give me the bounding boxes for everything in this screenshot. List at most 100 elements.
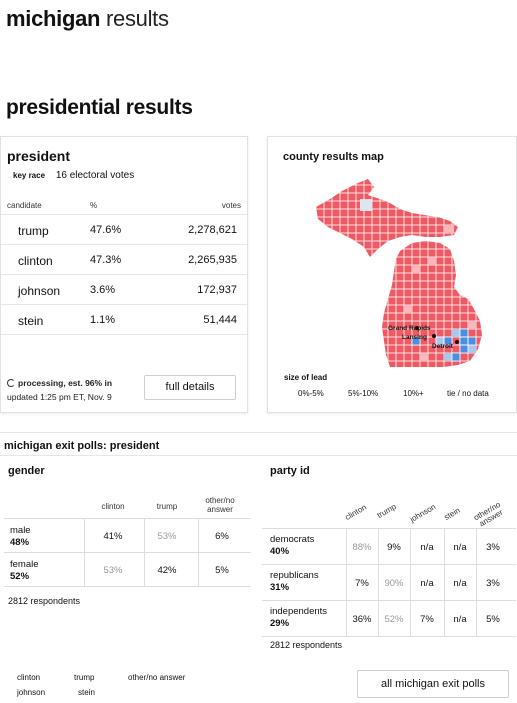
site-title-light: results bbox=[106, 6, 169, 31]
city-label: Lansing bbox=[402, 334, 427, 341]
candidate-pct: 47.6% bbox=[90, 224, 122, 236]
party-id-title: party id bbox=[270, 465, 310, 477]
detroit-marker bbox=[455, 340, 459, 344]
cell: 9% bbox=[387, 542, 401, 553]
candidate-votes: 51,444 bbox=[203, 314, 237, 326]
city-label: Detroit bbox=[432, 343, 454, 350]
key-race-tag: key race bbox=[13, 171, 46, 180]
row-label: republicans 31% bbox=[270, 570, 319, 593]
party-col-header: trump bbox=[375, 501, 398, 520]
col-candidate: candidate bbox=[7, 201, 42, 210]
candidate-row: trump 47.6% 2,278,621 bbox=[1, 214, 247, 244]
party-col-header: stein bbox=[442, 505, 462, 522]
cell: 88% bbox=[352, 542, 372, 553]
city-label: Grand Rapids bbox=[388, 325, 431, 332]
gender-respondents: 2812 respondents bbox=[8, 596, 81, 606]
president-title: president bbox=[7, 148, 71, 164]
cell: 52% bbox=[384, 614, 404, 625]
legend-item: tie / no data bbox=[447, 389, 489, 398]
cell: 53% bbox=[157, 531, 177, 542]
map-title: county results map bbox=[283, 151, 384, 163]
key-race-row: key race 16 electoral votes bbox=[13, 170, 134, 181]
gender-col-header: other/no answer bbox=[205, 496, 235, 514]
candidate-row: clinton 47.3% 2,265,935 bbox=[1, 244, 247, 274]
section-divider bbox=[0, 455, 517, 456]
table-row: republicans 31% 7% 90% n/a n/a 3% bbox=[262, 565, 516, 601]
electoral-votes: 16 electoral votes bbox=[55, 170, 135, 181]
party-col-header: clinton bbox=[343, 502, 369, 522]
gender-col-header: clinton bbox=[101, 502, 125, 511]
table-bottom-rule bbox=[1, 334, 247, 335]
cell: 6% bbox=[215, 531, 229, 542]
party-col-header: other/no answer bbox=[472, 499, 505, 529]
key-clinton: clinton bbox=[17, 673, 41, 682]
county-map-card: county results map bbox=[267, 136, 517, 413]
party-col-header: johnson bbox=[408, 502, 438, 524]
key-trump: trump bbox=[74, 673, 95, 682]
cell: 7% bbox=[420, 614, 434, 625]
row-label: male 48% bbox=[10, 525, 31, 548]
michigan-county-map[interactable]: Grand Rapids Lansing Detroit bbox=[308, 169, 504, 369]
col-votes: votes bbox=[221, 201, 241, 210]
full-details-button[interactable]: full details bbox=[144, 375, 236, 400]
legend-item: 5%-10% bbox=[348, 389, 379, 398]
row-label: female 52% bbox=[10, 559, 39, 582]
section-divider bbox=[0, 432, 517, 433]
cell: 41% bbox=[103, 531, 123, 542]
key-other: other/no answer bbox=[128, 673, 186, 682]
candidate-row: johnson 3.6% 172,937 bbox=[1, 274, 247, 304]
cell: n/a bbox=[453, 578, 467, 589]
grand-rapids-marker bbox=[415, 326, 419, 330]
candidate-pct: 47.3% bbox=[90, 254, 122, 266]
cell: 90% bbox=[384, 578, 404, 589]
table-row: independents 29% 36% 52% 7% n/a 5% bbox=[262, 601, 516, 637]
party-respondents: 2812 respondents bbox=[270, 640, 343, 650]
lansing-marker bbox=[432, 334, 436, 338]
table-row: male 48% 41% 53% 6% bbox=[4, 519, 251, 553]
all-exit-polls-button[interactable]: all michigan exit polls bbox=[357, 670, 509, 698]
cell: 3% bbox=[486, 578, 500, 589]
party-id-table: democrats 40% 88% 9% n/a n/a 3% republica… bbox=[262, 528, 516, 637]
candidate-pct: 1.1% bbox=[90, 314, 116, 326]
cell: n/a bbox=[453, 542, 467, 553]
cell: 3% bbox=[486, 542, 500, 553]
cell: 5% bbox=[486, 614, 500, 625]
table-row: democrats 40% 88% 9% n/a n/a 3% bbox=[262, 529, 516, 565]
row-label: independents 29% bbox=[270, 606, 328, 629]
legend-item: 0%-5% bbox=[298, 389, 324, 398]
status-updated: updated 1:25 pm ET, Nov. 9 bbox=[7, 392, 112, 402]
cell: 53% bbox=[103, 565, 123, 576]
size-of-lead-label: size of lead bbox=[284, 373, 328, 382]
loading-spinner-icon bbox=[7, 379, 15, 387]
cell: 7% bbox=[355, 578, 369, 589]
president-card: president key race 16 electoral votes ca… bbox=[0, 136, 248, 413]
legend-item: 10%+ bbox=[403, 389, 424, 398]
gender-title: gender bbox=[8, 465, 45, 477]
cell: n/a bbox=[420, 578, 434, 589]
site-title-bold: michigan bbox=[6, 6, 101, 31]
candidate-votes: 2,265,935 bbox=[188, 254, 237, 266]
col-pct: % bbox=[90, 201, 98, 210]
cell: n/a bbox=[420, 542, 434, 553]
status-text: processing, est. 96% in updated 1:25 pm … bbox=[7, 376, 112, 404]
candidate-name: stein bbox=[18, 314, 44, 328]
candidate-name: johnson bbox=[18, 284, 61, 298]
cell: 36% bbox=[352, 614, 372, 625]
cell: 5% bbox=[215, 565, 229, 576]
candidate-name: clinton bbox=[18, 254, 53, 268]
candidate-row: stein 1.1% 51,444 bbox=[1, 304, 247, 334]
site-title: michigan results bbox=[6, 6, 169, 32]
table-row: female 52% 53% 42% 5% bbox=[4, 553, 251, 587]
key-johnson: johnson bbox=[17, 688, 46, 697]
cell: n/a bbox=[453, 614, 467, 625]
candidate-votes: 2,278,621 bbox=[188, 224, 237, 236]
candidate-name: trump bbox=[18, 224, 49, 238]
row-label: democrats 40% bbox=[270, 534, 315, 557]
gender-col-header: trump bbox=[156, 502, 178, 511]
candidate-pct: 3.6% bbox=[90, 284, 116, 296]
candidate-votes: 172,937 bbox=[197, 284, 237, 296]
page-title: presidential results bbox=[6, 96, 193, 119]
exit-polls-title: michigan exit polls: president bbox=[4, 440, 160, 452]
cell: 42% bbox=[157, 565, 177, 576]
gender-table: male 48% 41% 53% 6% female 52% 53% 42% 5% bbox=[4, 518, 251, 587]
